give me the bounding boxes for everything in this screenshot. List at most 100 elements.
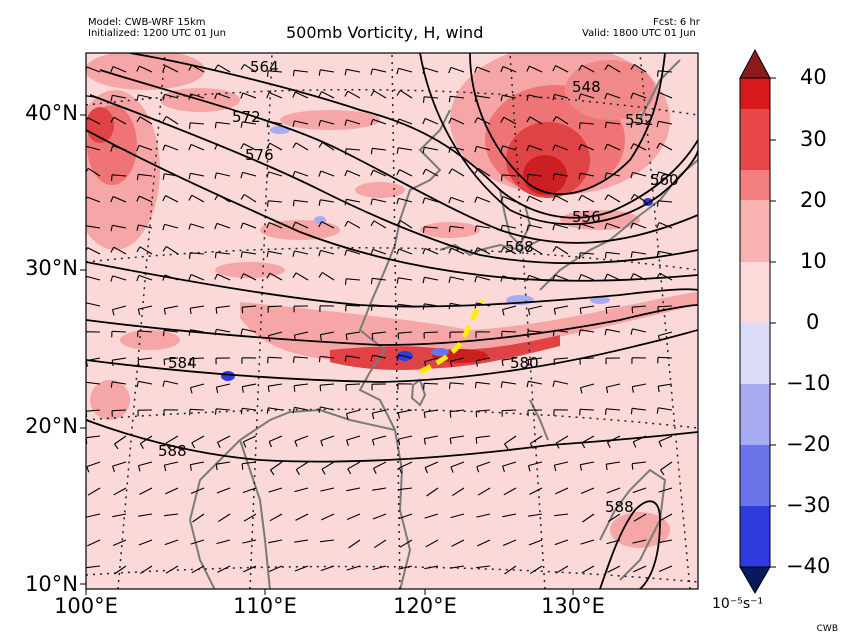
wind-barb (555, 195, 569, 203)
wind-barb (216, 461, 231, 465)
wind-barb (452, 487, 465, 497)
wind-barb (217, 143, 231, 151)
colorbar-tick-label: 10 (800, 249, 827, 273)
wind-barb (398, 277, 413, 281)
wind-barb (217, 435, 231, 443)
wind-barb (111, 409, 127, 412)
wind-barb-feather (397, 333, 400, 340)
wind-barb-feather (578, 64, 583, 71)
wind-barb (398, 118, 413, 125)
wind-barb-feather (422, 96, 425, 103)
wind-barb (476, 275, 491, 281)
colorbar-units: 10⁻⁵s⁻¹ (712, 596, 764, 612)
wind-barb-feather (162, 274, 166, 281)
wind-barb (372, 513, 387, 520)
wind-barb-feather (658, 441, 663, 448)
wind-barb-feather (162, 144, 166, 151)
wind-barb-feather (240, 408, 243, 415)
wind-barb-feather (552, 246, 557, 252)
wind-barb (190, 305, 205, 309)
wind-barb (166, 115, 179, 125)
wind-barb (346, 119, 361, 125)
wind-barb-feather (292, 142, 297, 149)
wind-barb (138, 274, 153, 281)
wind-barb (242, 487, 257, 494)
wind-barb (658, 407, 673, 411)
wind-barb-feather (604, 93, 608, 100)
wind-barb (321, 91, 335, 99)
wind-barb (87, 487, 101, 496)
wind-barb (88, 167, 101, 177)
lon-label: 130°E (541, 594, 605, 618)
wind-barb-feather (188, 223, 192, 230)
wind-barb (138, 461, 153, 467)
colorbar-tick-label: 40 (800, 65, 827, 89)
wind-barb-feather (347, 468, 352, 475)
wind-barb-feather (448, 276, 451, 283)
wind-barb (398, 354, 413, 359)
wind-barb (190, 252, 205, 255)
wind-barb-feather (266, 407, 269, 414)
wind-barb-feather (500, 95, 503, 102)
wind-barb-feather (318, 356, 321, 363)
wind-barb (632, 305, 647, 308)
wind-barb-feather (578, 122, 581, 129)
wind-barb-feather (552, 274, 556, 281)
wind-barb-feather (396, 169, 400, 176)
wind-barb-feather (474, 168, 479, 174)
wind-barb-feather (188, 329, 191, 336)
wind-barb-feather (295, 469, 300, 475)
wind-barb (477, 487, 491, 496)
wind-barb-feather (318, 250, 322, 257)
wind-barb (86, 435, 101, 439)
wind-barb (244, 63, 257, 73)
wind-barb (659, 513, 673, 522)
wind-barb-feather (630, 121, 633, 128)
wind-barb (320, 170, 335, 177)
wind-barb (372, 277, 387, 281)
wind-barb (502, 275, 517, 281)
wind-barb (217, 194, 231, 203)
wind-barb-feather (240, 92, 244, 99)
wind-barb (347, 461, 361, 470)
wind-barb (658, 487, 673, 493)
wind-barb-feather (137, 359, 140, 366)
wind-barb-feather (526, 246, 531, 253)
wind-barb-feather (552, 224, 556, 231)
wind-barb (528, 539, 543, 546)
wind-barb-feather (448, 197, 452, 204)
wind-barb-feather (474, 247, 478, 254)
wind-barb-feather (240, 194, 245, 200)
wind-barb (399, 169, 413, 177)
wind-barb (86, 145, 101, 151)
wind-barb-feather (474, 382, 477, 389)
valid-time-label: Valid: 1800 UTC 01 Jun (582, 28, 696, 39)
contour-label: 588 (158, 442, 187, 460)
wind-barb (242, 222, 257, 229)
wind-barb (218, 513, 231, 523)
wind-barb (242, 539, 257, 544)
wind-barb-feather (86, 168, 89, 173)
wind-barb (607, 194, 621, 203)
wind-barb (632, 539, 647, 544)
wind-barb (217, 273, 231, 281)
wind-barb-feather (370, 249, 374, 256)
wind-barb (658, 250, 673, 255)
wind-barb (502, 145, 517, 151)
wind-barb (424, 565, 439, 570)
wind-barb (424, 513, 439, 519)
wind-barb (86, 196, 101, 203)
wind-barb (295, 221, 309, 229)
wind-barb-feather (215, 386, 219, 394)
wind-barb (398, 331, 413, 334)
wind-barb (346, 278, 361, 281)
wind-barb (451, 247, 465, 255)
wind-barb (346, 409, 361, 415)
wind-barb-feather (240, 64, 245, 70)
wind-barb (580, 143, 595, 151)
wind-barb-feather (552, 116, 557, 122)
wind-barb (606, 92, 621, 99)
wind-barb (504, 435, 517, 445)
wind-barb-feather (86, 466, 90, 473)
wind-barb-feather (500, 145, 504, 152)
